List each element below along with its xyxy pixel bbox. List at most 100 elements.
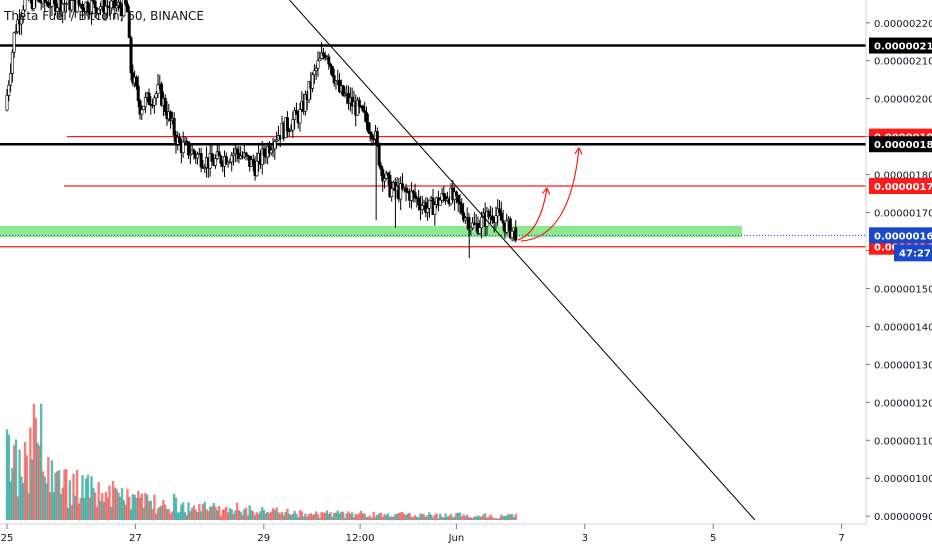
volume-bar <box>207 511 210 520</box>
volume-bar <box>243 509 246 520</box>
candle-body <box>10 51 14 74</box>
candle-body <box>294 110 298 115</box>
candle-body <box>129 37 133 74</box>
level-tag-bg <box>869 136 932 153</box>
trendline <box>289 0 756 521</box>
level-tag: 0.00000188 <box>874 140 932 151</box>
candle-body <box>289 129 293 132</box>
candle-body <box>426 208 430 213</box>
volume-bar <box>221 509 224 520</box>
volume-bar <box>368 515 372 520</box>
candle-body <box>298 109 302 124</box>
candle-body <box>140 109 144 115</box>
candle-body <box>109 0 113 9</box>
volume-bar <box>467 517 471 520</box>
volume-bar <box>469 517 472 520</box>
volume-bar <box>345 513 348 520</box>
volume-bar <box>189 511 192 520</box>
candle-body <box>386 172 390 176</box>
volume-bar <box>286 508 289 520</box>
y-tick-label: 0.00000210 <box>874 57 932 68</box>
candle-body <box>138 100 142 115</box>
arrow-head <box>542 186 551 195</box>
volume-bar <box>16 496 19 520</box>
volume-bar <box>289 515 293 520</box>
y-tick-label: 0.00000220 <box>874 19 932 30</box>
candle-body <box>118 1 122 9</box>
volume-bar <box>264 513 268 520</box>
volume-bar <box>66 507 70 520</box>
candle-body <box>366 121 370 133</box>
volume-bar <box>43 476 46 520</box>
volume-bar <box>217 505 221 520</box>
volume-bar <box>395 513 399 520</box>
volume-bar <box>271 508 275 520</box>
y-tick-label: 0.00000170 <box>874 209 932 220</box>
volume-bar <box>57 470 61 520</box>
volume-bar <box>338 513 341 520</box>
volume-bar <box>320 512 323 520</box>
candle-body <box>456 195 460 203</box>
volume-bar <box>65 469 68 520</box>
volume-bar <box>252 511 255 520</box>
volume-bar <box>77 503 81 520</box>
candle-body <box>499 212 503 221</box>
volume-bar <box>410 516 413 520</box>
candle-body <box>514 227 518 241</box>
y-tick-label: 0.00000200 <box>874 95 932 106</box>
candle-body <box>316 60 320 69</box>
volume-bar <box>388 516 392 520</box>
x-tick-label: 27 <box>129 533 142 544</box>
volume-bar <box>142 507 145 520</box>
volume-bar <box>239 511 242 520</box>
volume-bar <box>117 492 120 520</box>
volume-bar <box>257 513 260 520</box>
volume-bar <box>460 516 463 520</box>
volume-bar <box>178 512 181 520</box>
volume-bar <box>507 514 510 520</box>
volume-bar <box>241 514 244 520</box>
volume-bar <box>39 403 43 520</box>
volume-bar <box>449 514 453 520</box>
volume-bar <box>190 507 194 520</box>
candle-body <box>341 85 345 96</box>
volume-bar <box>404 515 408 520</box>
candle-body <box>501 220 505 224</box>
volume-bar <box>110 506 113 520</box>
candle-body <box>384 172 388 179</box>
candle-body <box>230 155 234 163</box>
candle-body <box>143 97 147 107</box>
volume-bar <box>212 502 215 520</box>
volume-bar <box>138 497 142 520</box>
volume-bar <box>259 511 262 520</box>
volume-bar <box>50 460 54 520</box>
volume-bar <box>347 511 350 520</box>
volume-bar <box>331 516 334 520</box>
volume-bar <box>38 445 41 520</box>
x-tick-label: 29 <box>257 533 270 544</box>
volume-bar <box>244 507 248 520</box>
volume-bar <box>412 517 415 520</box>
volume-bar <box>181 502 185 520</box>
candle-body <box>160 83 164 106</box>
candle-body <box>156 84 160 94</box>
x-tick-label: 5 <box>710 533 716 544</box>
volume-bar <box>273 510 277 520</box>
volume-bar <box>491 516 494 520</box>
candle-body <box>399 183 403 200</box>
candle-body <box>93 0 97 9</box>
horizontal-levels <box>0 44 866 248</box>
volume-bar <box>480 516 483 520</box>
volume-bar <box>210 506 214 520</box>
candle-body <box>365 112 369 123</box>
volume-bar <box>25 455 28 520</box>
candle-body <box>37 0 41 3</box>
candle-body <box>343 94 347 96</box>
candle-body <box>152 97 156 106</box>
volume-bar <box>151 509 154 520</box>
volume-bar <box>160 505 163 520</box>
volume-bar <box>489 514 492 520</box>
candle-body <box>409 190 413 201</box>
candle-body <box>228 161 232 164</box>
